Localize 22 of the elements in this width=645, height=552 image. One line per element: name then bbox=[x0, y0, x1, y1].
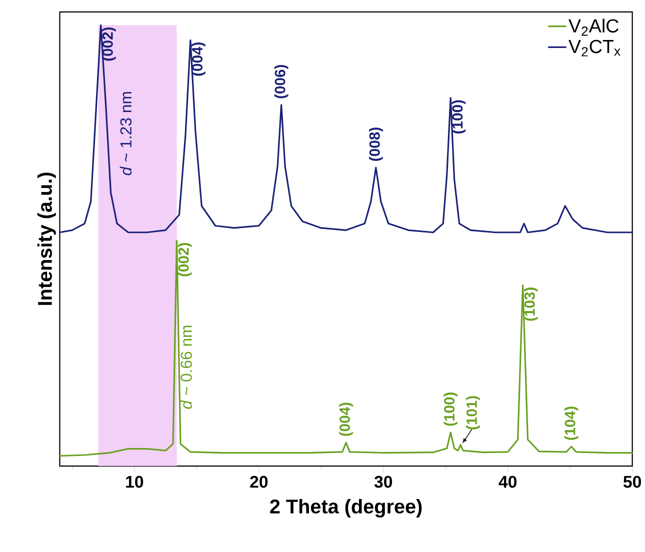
annotation: (104) bbox=[564, 406, 578, 440]
y-axis-title: Intensity (a.u.) bbox=[37, 172, 56, 306]
x-tick-label: 40 bbox=[498, 476, 517, 488]
annotation: (100) bbox=[452, 100, 466, 134]
annotation: (002) bbox=[178, 243, 192, 276]
annotation: (103) bbox=[524, 288, 538, 321]
annotation: (004) bbox=[339, 402, 353, 436]
annotation: (101) bbox=[466, 396, 480, 430]
annotation: (100) bbox=[444, 392, 458, 426]
x-tick-label: 30 bbox=[374, 476, 392, 488]
x-tick-label: 50 bbox=[623, 476, 641, 488]
annotation: d ~ 1.23 nm bbox=[120, 92, 132, 176]
x-tick-label: 10 bbox=[126, 476, 144, 488]
annotation: (004) bbox=[192, 42, 206, 76]
annotation: (008) bbox=[368, 128, 383, 162]
x-tick-label: 20 bbox=[250, 476, 268, 488]
annotation: d ~ 0.66 nm bbox=[180, 326, 192, 410]
legend-label: V$_{2}$AlC bbox=[568, 18, 619, 36]
annotation: (002) bbox=[102, 28, 116, 61]
annotation: (006) bbox=[274, 65, 288, 98]
legend-label: V$_{2}$CT$_{x}$ bbox=[568, 40, 620, 56]
x-axis-title: 2 Theta (degree) bbox=[270, 499, 422, 518]
